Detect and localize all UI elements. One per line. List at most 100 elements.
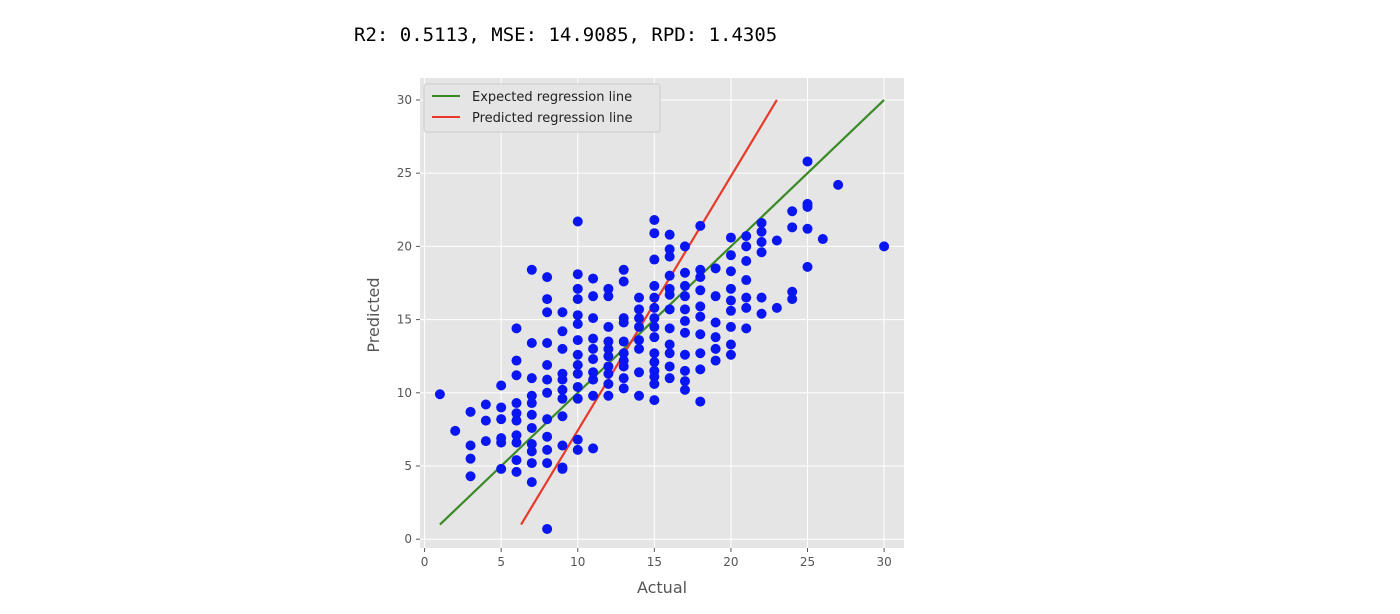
data-point: [588, 390, 599, 401]
data-point: [710, 317, 721, 328]
data-point: [572, 444, 583, 455]
data-point: [710, 332, 721, 343]
data-point: [725, 339, 736, 350]
data-point: [542, 294, 553, 305]
data-point: [588, 343, 599, 354]
data-point: [725, 349, 736, 360]
data-point: [634, 343, 645, 354]
data-point: [542, 307, 553, 318]
data-point: [710, 343, 721, 354]
data-point: [618, 264, 629, 275]
data-point: [511, 408, 522, 419]
data-point: [465, 453, 476, 464]
data-point: [817, 234, 828, 245]
data-point: [572, 434, 583, 445]
data-point: [664, 251, 675, 262]
data-point: [649, 357, 660, 368]
data-point: [511, 455, 522, 466]
data-point: [756, 236, 767, 247]
data-point: [542, 458, 553, 469]
data-point: [542, 523, 553, 534]
data-point: [588, 291, 599, 302]
data-point: [511, 437, 522, 448]
data-point: [634, 335, 645, 346]
data-point: [511, 398, 522, 409]
data-point: [618, 383, 629, 394]
data-point: [741, 292, 752, 303]
x-tick-label: 15: [647, 555, 662, 569]
data-point: [802, 261, 813, 272]
data-point: [664, 304, 675, 315]
data-point: [572, 368, 583, 379]
data-point: [695, 264, 706, 275]
data-point: [557, 343, 568, 354]
data-point: [572, 349, 583, 360]
data-point: [588, 313, 599, 324]
data-point: [741, 323, 752, 334]
data-point: [756, 308, 767, 319]
data-point: [603, 336, 614, 347]
data-point: [679, 291, 690, 302]
data-point: [649, 215, 660, 226]
data-point: [542, 272, 553, 283]
data-point: [710, 263, 721, 274]
data-point: [787, 206, 798, 217]
data-point: [588, 333, 599, 344]
metrics-readout: R2: 0.5113, MSE: 14.9085, RPD: 1.4305: [354, 24, 778, 46]
data-point: [603, 390, 614, 401]
data-point: [588, 443, 599, 454]
x-tick-label: 0: [421, 555, 429, 569]
predicted-regression-line: [520, 99, 778, 526]
data-point: [511, 323, 522, 334]
data-point: [741, 231, 752, 242]
data-point: [557, 374, 568, 385]
x-tick-label: 5: [497, 555, 505, 569]
data-point: [480, 436, 491, 447]
data-point: [496, 380, 507, 391]
data-point: [679, 376, 690, 387]
data-point: [496, 463, 507, 474]
data-point: [634, 313, 645, 324]
data-point: [725, 250, 736, 261]
data-point: [695, 285, 706, 296]
data-point: [511, 430, 522, 441]
data-point: [496, 437, 507, 448]
data-point: [434, 389, 445, 400]
y-tick-label: 20: [397, 239, 412, 253]
data-point: [480, 415, 491, 426]
regression-lines: [439, 99, 885, 526]
data-point: [526, 373, 537, 384]
data-point: [679, 327, 690, 338]
data-point: [802, 156, 813, 167]
data-point: [679, 280, 690, 291]
data-point: [710, 355, 721, 366]
data-point: [756, 292, 767, 303]
data-point: [572, 269, 583, 280]
data-point: [649, 280, 660, 291]
data-point: [526, 398, 537, 409]
data-point: [725, 295, 736, 306]
data-point: [618, 373, 629, 384]
data-point: [603, 283, 614, 294]
data-point: [603, 291, 614, 302]
data-point: [511, 466, 522, 477]
data-point: [603, 351, 614, 362]
y-tick-label: 25: [397, 166, 412, 180]
data-point: [679, 267, 690, 278]
x-tick-label: 20: [723, 555, 738, 569]
data-point: [465, 406, 476, 417]
data-point: [465, 471, 476, 482]
x-tick-label: 25: [800, 555, 815, 569]
data-point: [679, 304, 690, 315]
data-point: [572, 283, 583, 294]
data-point: [695, 311, 706, 322]
data-point: [526, 446, 537, 457]
data-point: [741, 241, 752, 252]
y-tick-label: 10: [397, 386, 412, 400]
data-point: [802, 201, 813, 212]
data-point: [588, 354, 599, 365]
data-point: [725, 232, 736, 243]
data-point: [542, 414, 553, 425]
y-tick-label: 30: [397, 93, 412, 107]
